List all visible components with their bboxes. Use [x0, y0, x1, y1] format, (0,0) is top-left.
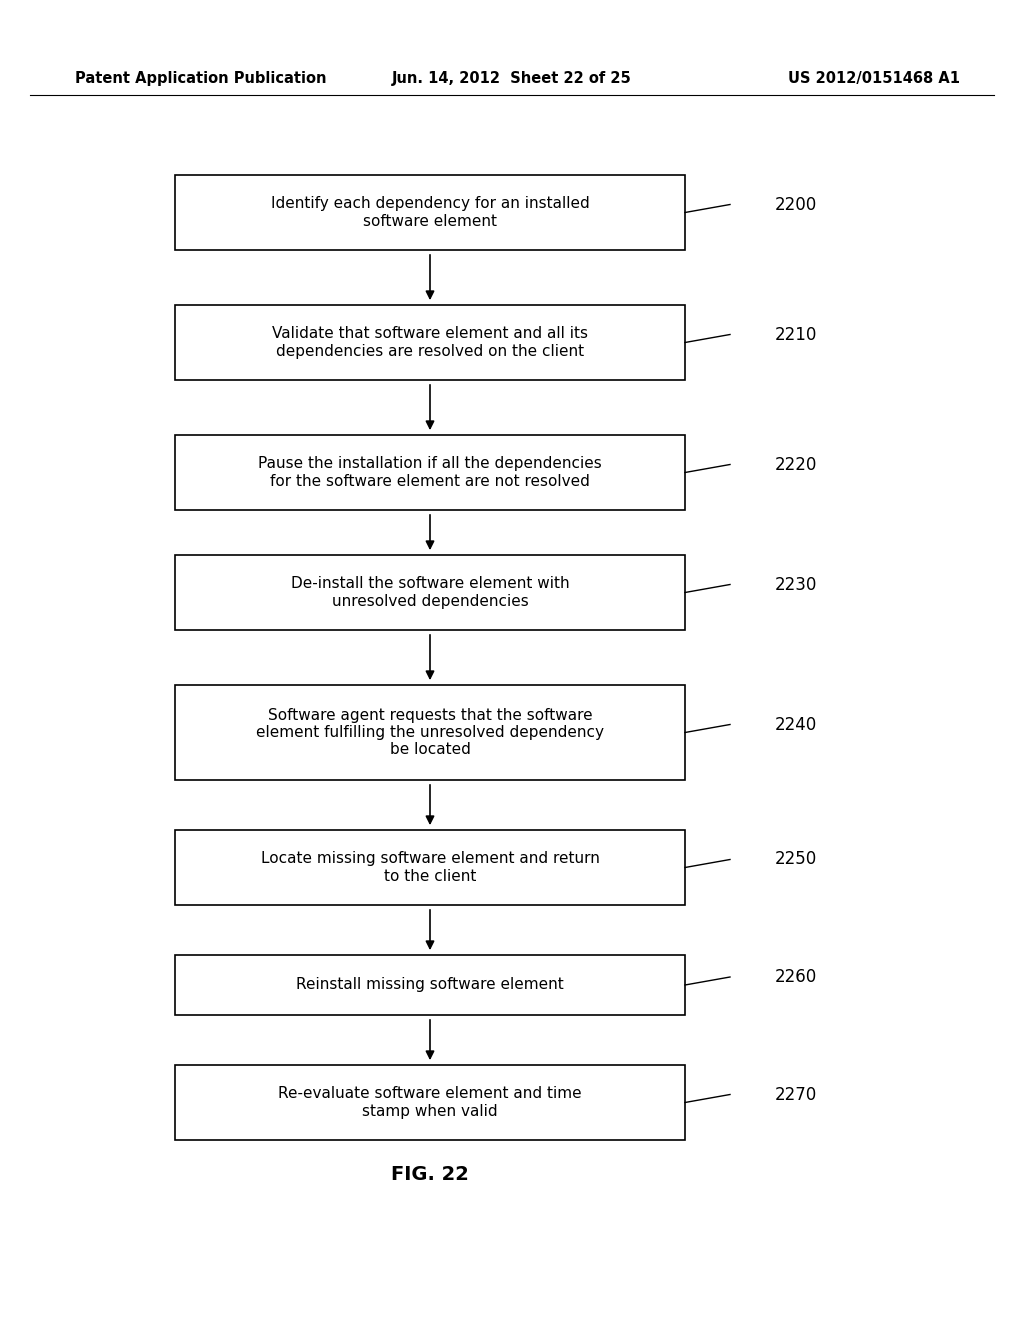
Text: Identify each dependency for an installed
software element: Identify each dependency for an installe… [270, 197, 590, 228]
Text: FIG. 22: FIG. 22 [391, 1166, 469, 1184]
Text: 2270: 2270 [775, 1085, 817, 1104]
Text: US 2012/0151468 A1: US 2012/0151468 A1 [788, 70, 961, 86]
Bar [175, 1065, 685, 1140]
Bar [175, 830, 685, 906]
Text: 2240: 2240 [775, 715, 817, 734]
Text: 2210: 2210 [775, 326, 817, 343]
Bar [175, 954, 685, 1015]
Text: 2200: 2200 [775, 195, 817, 214]
Text: 2250: 2250 [775, 850, 817, 869]
Text: Locate missing software element and return
to the client: Locate missing software element and retu… [260, 851, 599, 883]
Bar [175, 176, 685, 249]
Text: Patent Application Publication: Patent Application Publication [75, 70, 327, 86]
Text: Pause the installation if all the dependencies
for the software element are not : Pause the installation if all the depend… [258, 457, 602, 488]
Bar [175, 305, 685, 380]
Text: Validate that software element and all its
dependencies are resolved on the clie: Validate that software element and all i… [272, 326, 588, 359]
Bar [175, 685, 685, 780]
Text: 2230: 2230 [775, 576, 817, 594]
Text: Reinstall missing software element: Reinstall missing software element [296, 978, 564, 993]
Bar [175, 554, 685, 630]
Text: 2260: 2260 [775, 968, 817, 986]
Text: Re-evaluate software element and time
stamp when valid: Re-evaluate software element and time st… [279, 1086, 582, 1119]
Text: De-install the software element with
unresolved dependencies: De-install the software element with unr… [291, 577, 569, 609]
Text: 2220: 2220 [775, 455, 817, 474]
Text: Jun. 14, 2012  Sheet 22 of 25: Jun. 14, 2012 Sheet 22 of 25 [392, 70, 632, 86]
Bar [175, 436, 685, 510]
Text: Software agent requests that the software
element fulfilling the unresolved depe: Software agent requests that the softwar… [256, 708, 604, 758]
